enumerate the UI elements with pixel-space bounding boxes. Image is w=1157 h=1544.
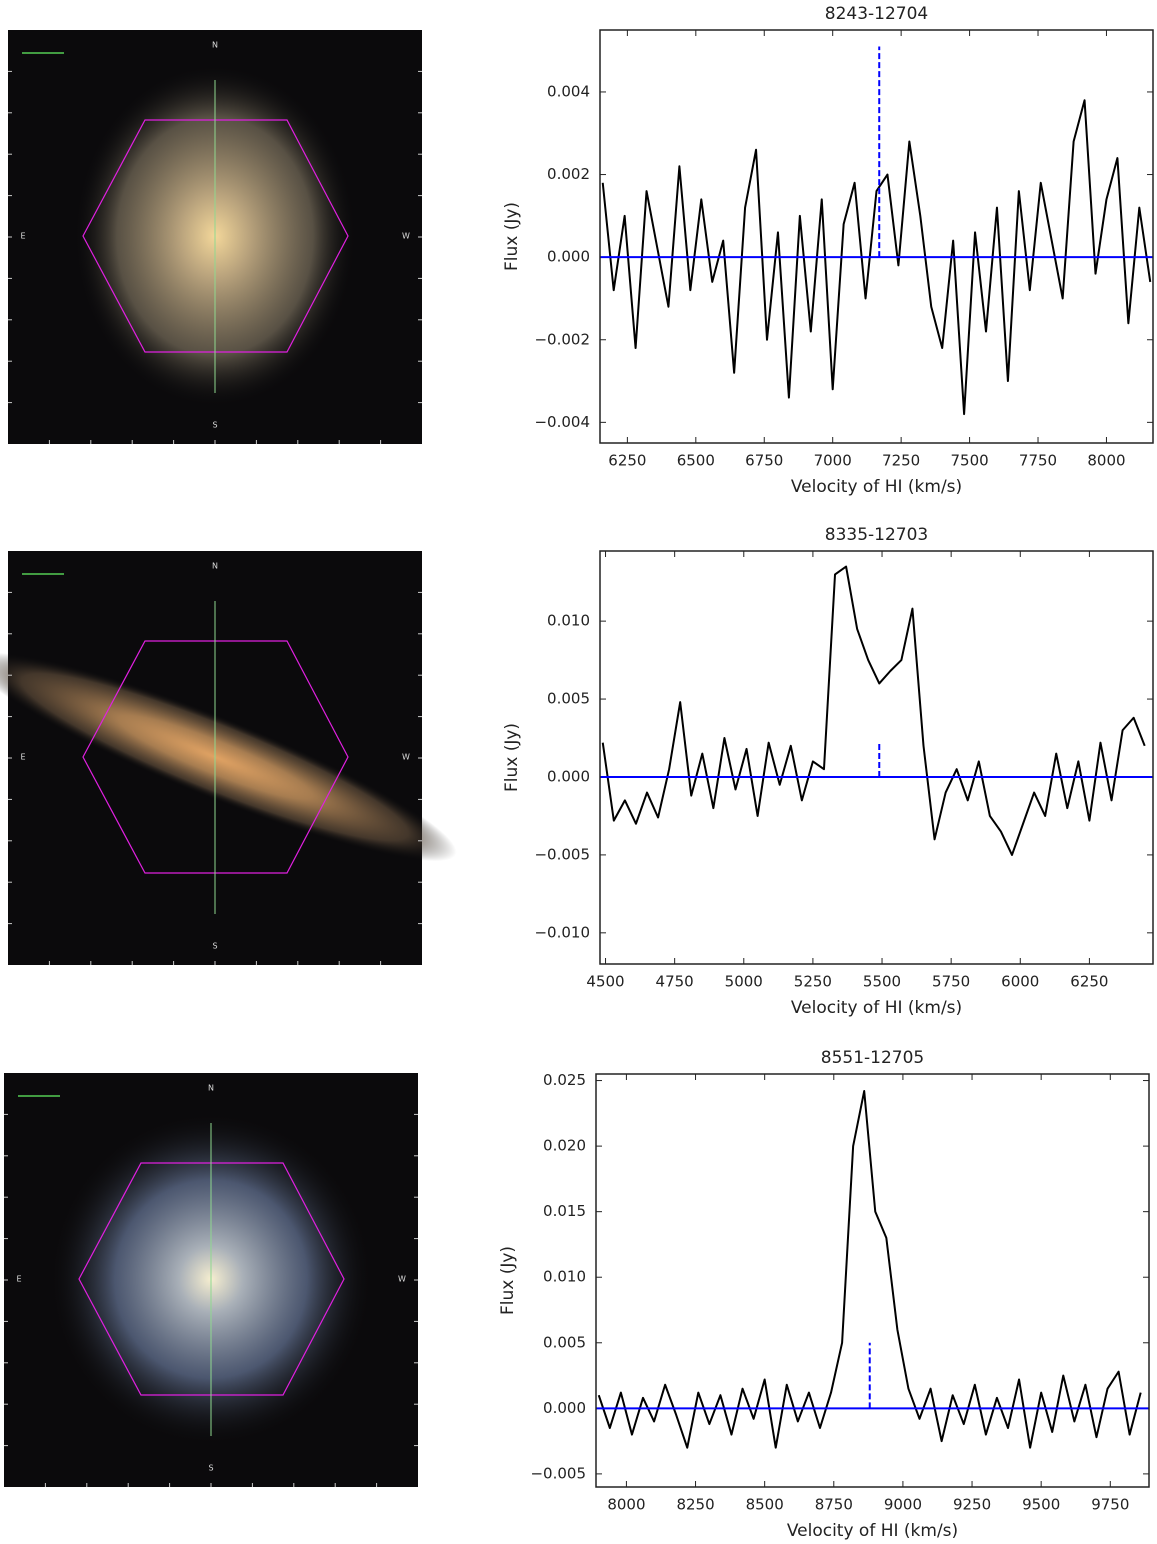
x-tick-label: 5500 [863, 973, 901, 991]
compass-label: E [16, 1275, 21, 1284]
x-tick-label: 5000 [725, 973, 763, 991]
y-tick-label: −0.004 [534, 413, 590, 431]
y-tick-label: 0.000 [543, 1399, 586, 1417]
plot-frame [599, 550, 1154, 965]
x-tick-label: 5750 [932, 973, 970, 991]
plot-frame [599, 29, 1154, 444]
galaxy-image: N E W S [8, 30, 422, 444]
x-tick-label: 8750 [815, 1496, 853, 1514]
compass-label: S [212, 421, 217, 430]
compass-label: N [212, 41, 218, 50]
x-tick-label: 4750 [656, 973, 694, 991]
plot-area [600, 46, 1153, 416]
y-tick-label: 0.005 [547, 690, 590, 708]
x-tick-label: 9000 [884, 1496, 922, 1514]
y-axis-label: Flux (Jy) [502, 202, 522, 271]
plot-area [596, 1090, 1149, 1449]
chart-title: 8243-12704 [825, 4, 928, 24]
y-tick-label: −0.002 [534, 330, 590, 348]
x-tick-label: 9750 [1091, 1496, 1129, 1514]
compass-label: W [402, 232, 410, 241]
x-axis-label: Velocity of HI (km/s) [787, 1521, 958, 1541]
y-tick-label: 0.000 [547, 767, 590, 785]
y-tick-label: 0.025 [543, 1071, 586, 1089]
x-tick-label: 6250 [1070, 973, 1108, 991]
y-tick-label: 0.002 [547, 165, 590, 183]
compass-label: S [208, 1464, 213, 1473]
plot-area [600, 565, 1153, 856]
y-tick-label: 0.020 [543, 1137, 586, 1155]
x-tick-label: 8250 [676, 1496, 714, 1514]
plot-frame [595, 1073, 1150, 1488]
y-tick-label: 0.005 [543, 1333, 586, 1351]
spectrum-line [597, 1090, 1142, 1449]
y-tick-label: 0.010 [547, 612, 590, 630]
ifu-hexagon [78, 1162, 345, 1396]
x-tick-label: 7000 [814, 452, 852, 470]
y-tick-label: 0.004 [547, 82, 590, 100]
ifu-hexagon [82, 640, 349, 874]
compass-label: E [20, 753, 25, 762]
x-tick-label: 8500 [746, 1496, 784, 1514]
x-axis-label: Velocity of HI (km/s) [791, 477, 962, 497]
y-tick-label: 0.000 [547, 248, 590, 266]
ifu-hexagon [82, 119, 349, 353]
y-tick-label: 0.015 [543, 1202, 586, 1220]
compass-label: W [398, 1275, 406, 1284]
compass-label: W [402, 753, 410, 762]
chart-title: 8335-12703 [825, 525, 928, 545]
y-axis-label: Flux (Jy) [498, 1246, 518, 1315]
x-tick-label: 4500 [586, 973, 624, 991]
galaxy-image: N E W S [0, 551, 457, 965]
compass-label: E [20, 232, 25, 241]
x-tick-label: 7250 [882, 452, 920, 470]
compass-label: N [212, 562, 218, 571]
y-tick-label: 0.010 [543, 1268, 586, 1286]
y-tick-label: −0.010 [534, 923, 590, 941]
x-tick-label: 8000 [1087, 452, 1125, 470]
chart-title: 8551-12705 [821, 1048, 924, 1068]
x-tick-label: 7500 [950, 452, 988, 470]
y-tick-label: −0.005 [530, 1464, 586, 1482]
x-tick-label: 6500 [677, 452, 715, 470]
compass-label: S [212, 942, 217, 951]
x-axis-label: Velocity of HI (km/s) [791, 998, 962, 1018]
x-tick-label: 6000 [1001, 973, 1039, 991]
spectrum-line [601, 99, 1152, 416]
y-axis-label: Flux (Jy) [502, 723, 522, 792]
x-tick-label: 9500 [1022, 1496, 1060, 1514]
x-tick-label: 8000 [607, 1496, 645, 1514]
galaxy-image: N E W S [4, 1073, 418, 1487]
x-tick-label: 6750 [745, 452, 783, 470]
compass-label: N [208, 1084, 214, 1093]
x-tick-label: 5250 [794, 973, 832, 991]
x-tick-label: 7750 [1019, 452, 1057, 470]
x-tick-label: 9250 [953, 1496, 991, 1514]
y-tick-label: −0.005 [534, 845, 590, 863]
spectrum-line [601, 565, 1146, 856]
x-tick-label: 6250 [608, 452, 646, 470]
